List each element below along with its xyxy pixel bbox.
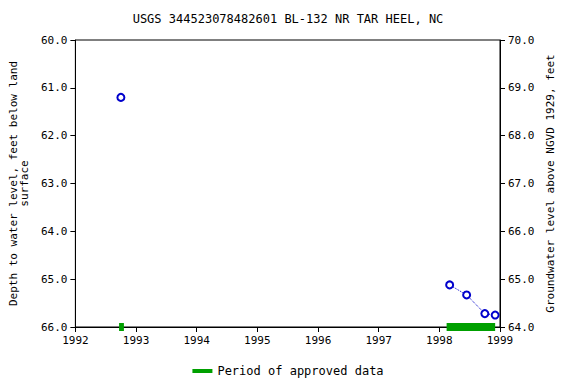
svg-text:1999: 1999: [487, 334, 514, 347]
svg-text:1996: 1996: [305, 334, 332, 347]
svg-text:64.0: 64.0: [41, 225, 68, 238]
svg-text:62.0: 62.0: [41, 129, 68, 142]
svg-text:Groundwater level above NGVD 1: Groundwater level above NGVD 1929, feet: [544, 54, 557, 312]
svg-text:68.0: 68.0: [508, 129, 535, 142]
svg-text:1992: 1992: [62, 334, 89, 347]
svg-text:64.0: 64.0: [508, 321, 535, 334]
svg-text:66.0: 66.0: [508, 225, 535, 238]
svg-text:1997: 1997: [365, 334, 392, 347]
svg-text:1995: 1995: [244, 334, 271, 347]
svg-text:70.0: 70.0: [508, 34, 535, 47]
svg-text:1993: 1993: [123, 334, 150, 347]
svg-text:67.0: 67.0: [508, 177, 535, 190]
svg-text:65.0: 65.0: [41, 273, 68, 286]
svg-text:69.0: 69.0: [508, 81, 535, 94]
svg-text:60.0: 60.0: [41, 34, 68, 47]
svg-text:66.0: 66.0: [41, 321, 68, 334]
svg-text:63.0: 63.0: [41, 177, 68, 190]
svg-text:65.0: 65.0: [508, 273, 535, 286]
svg-text:USGS 344523078482601 BL-132 NR: USGS 344523078482601 BL-132 NR TAR HEEL,…: [133, 12, 444, 26]
svg-text:61.0: 61.0: [41, 81, 68, 94]
svg-text:1998: 1998: [426, 334, 453, 347]
svg-text:Period of approved data: Period of approved data: [217, 364, 383, 378]
svg-text:1994: 1994: [183, 334, 210, 347]
svg-text:surface: surface: [18, 160, 31, 206]
svg-text:Depth to water level, feet bel: Depth to water level, feet below land: [7, 61, 20, 306]
